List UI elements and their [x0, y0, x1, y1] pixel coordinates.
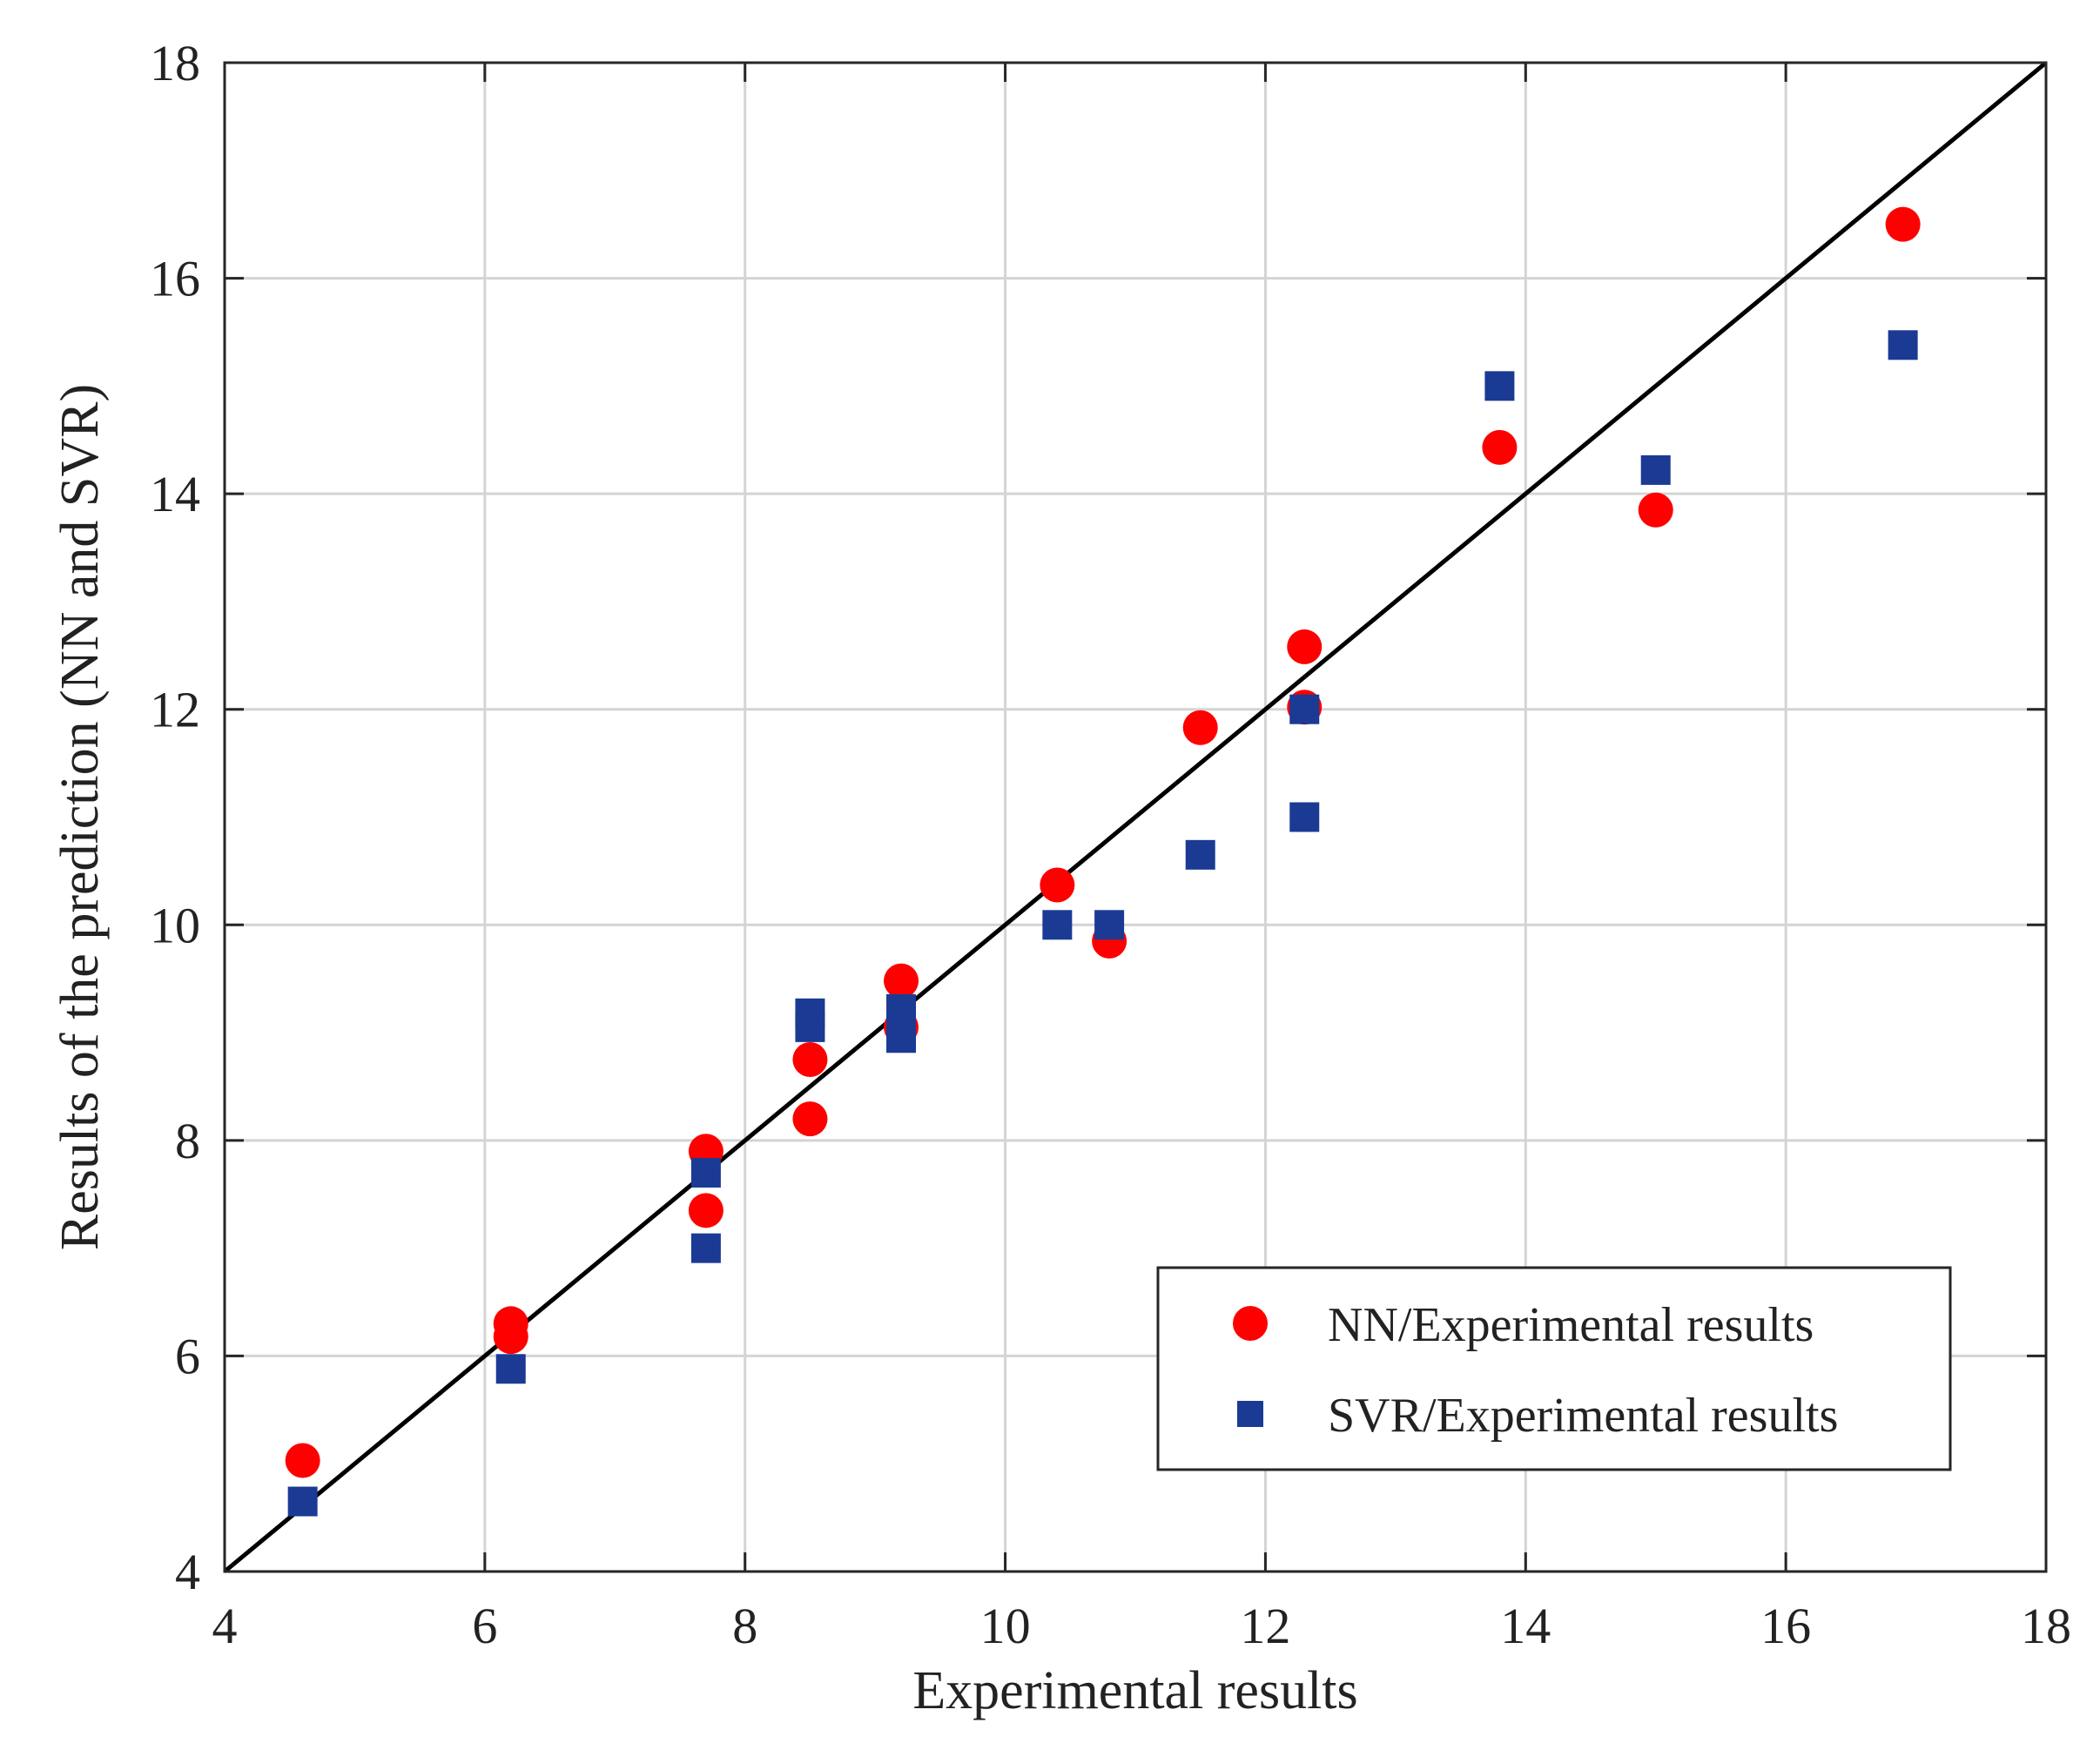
- svr-point: [1185, 839, 1215, 870]
- legend-marker-svr: [1237, 1401, 1263, 1427]
- svr-point: [1289, 694, 1320, 724]
- x-tick-label: 8: [732, 1598, 757, 1654]
- nn-point: [884, 963, 919, 999]
- svr-point: [1042, 910, 1073, 940]
- y-tick-label: 14: [150, 466, 200, 522]
- y-axis-title: Results of the prediction (NN and SVR): [50, 384, 110, 1250]
- y-tick-label: 4: [175, 1544, 200, 1600]
- legend-label-svr: SVR/Experimental results: [1328, 1389, 1838, 1443]
- nn-point: [1482, 429, 1518, 465]
- y-tick-label: 10: [150, 897, 200, 953]
- svr-point: [1484, 371, 1515, 401]
- x-tick-label: 6: [472, 1598, 497, 1654]
- reference-line: [223, 61, 2048, 1573]
- svr-point: [1289, 802, 1320, 832]
- x-tick-label: 18: [2021, 1598, 2071, 1654]
- nn-point: [792, 1042, 828, 1078]
- legend-box: [1156, 1266, 1952, 1471]
- svr-point: [795, 1012, 825, 1042]
- x-tick-label: 16: [1760, 1598, 1811, 1654]
- legend-marker-nn: [1233, 1306, 1268, 1341]
- x-tick-label: 10: [980, 1598, 1031, 1654]
- svr-point: [690, 1233, 721, 1263]
- plot-frame: [223, 61, 2048, 1573]
- y-tick-label: 8: [175, 1113, 200, 1169]
- x-axis-title: Experimental results: [912, 1661, 1357, 1720]
- nn-point: [493, 1319, 528, 1355]
- svr-point: [495, 1354, 526, 1384]
- nn-point: [285, 1443, 320, 1478]
- axis-ticks: 4 6 8 10 12 14 16 18 4 6 8 10 12 14 16 18: [150, 35, 2071, 1654]
- legend: NN/Experimental results SVR/Experimental…: [1156, 1266, 1952, 1471]
- nn-point: [1638, 492, 1673, 528]
- svr-point: [1640, 454, 1671, 485]
- nn-point: [1287, 629, 1323, 664]
- y-tick-label: 18: [150, 35, 200, 91]
- data-points: [285, 206, 1921, 1517]
- legend-label-nn: NN/Experimental results: [1328, 1298, 1814, 1352]
- y-tick-label: 16: [150, 251, 200, 307]
- svr-point: [690, 1157, 721, 1188]
- svr-point: [886, 1023, 917, 1053]
- svr-point: [886, 993, 917, 1024]
- nn-point: [792, 1101, 828, 1137]
- y-tick-label: 6: [175, 1328, 200, 1384]
- svr-point: [1094, 910, 1125, 940]
- y-tick-label: 12: [150, 682, 200, 738]
- reference-line-group: [223, 61, 2048, 1573]
- nn-point: [1182, 710, 1218, 745]
- grid-lines: [225, 63, 2046, 1572]
- nn-point: [1040, 867, 1075, 903]
- nn-point: [688, 1193, 724, 1228]
- x-tick-label: 14: [1500, 1598, 1551, 1654]
- svr-point: [287, 1486, 318, 1517]
- svr-point: [1888, 330, 1918, 360]
- nn-point: [1885, 206, 1921, 242]
- x-tick-label: 4: [212, 1598, 238, 1654]
- x-tick-label: 12: [1240, 1598, 1290, 1654]
